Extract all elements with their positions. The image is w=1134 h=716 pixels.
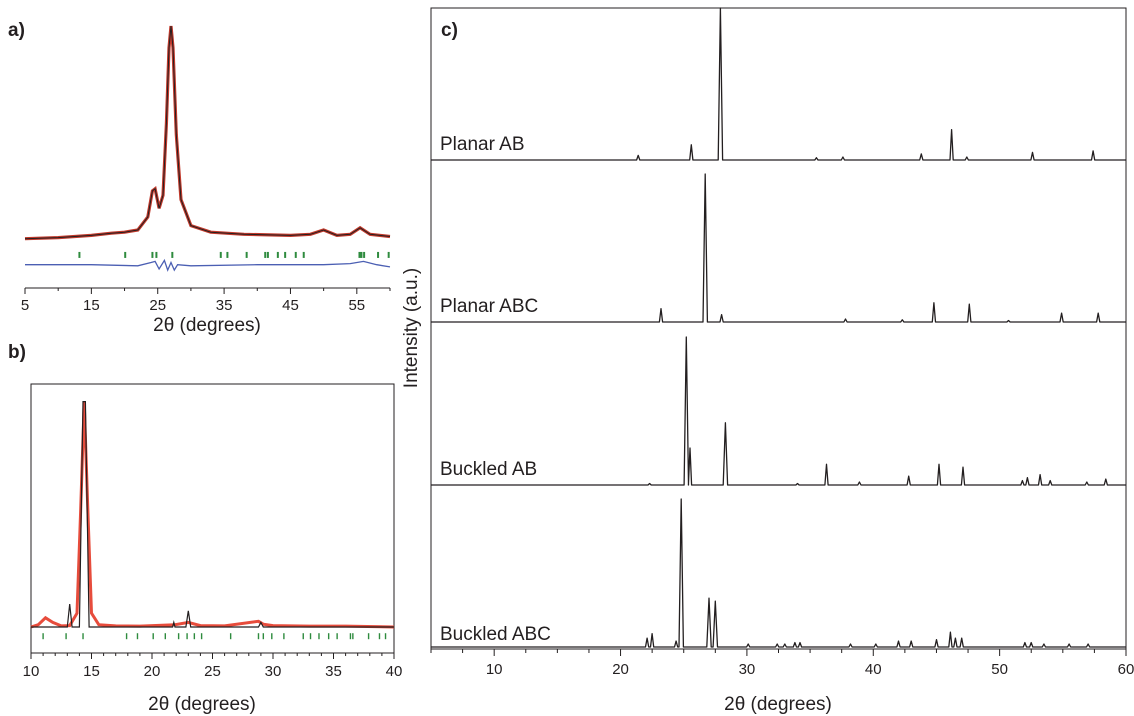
panel-c-tick-label: 50: [991, 661, 1008, 678]
panel-c-tick-label: 20: [612, 661, 629, 678]
panel-a-series: [24, 25, 391, 272]
panel-a-letter: a): [8, 20, 25, 41]
panel-c-y-axis-title: Intensity (a.u.): [401, 268, 422, 388]
panel-b-reflection-ticks: [42, 633, 387, 640]
panel-a-x-axis-title: 2θ (degrees): [153, 315, 261, 336]
panel-c-trace-4: [431, 498, 1126, 648]
panel-c-frame: [430, 7, 1127, 650]
panel-c-trace-label-1: Planar AB: [440, 134, 525, 155]
panel-a-reflection-ticks: [78, 251, 390, 258]
panel-c-tick-label: 40: [865, 661, 882, 678]
panel-c-x-axis: 10 20 30 40 50 60: [430, 649, 1134, 678]
panel-b: b) 10 15 20 25 30 35 40 2θ (degrees): [8, 342, 402, 715]
panel-b-tick-label: 40: [386, 663, 403, 680]
panel-a-tick-label: 25: [149, 297, 166, 314]
panel-c-letter: c): [441, 20, 458, 41]
panel-b-calculated-curve: [31, 401, 394, 628]
panel-a: a) 5 15 25 35 45 55 2θ (degrees): [8, 20, 391, 336]
panel-b-tick-label: 10: [23, 663, 40, 680]
panel-c-trace-3: [431, 336, 1126, 486]
panel-c-tick-label: 30: [739, 661, 756, 678]
panel-c-tick-label: 10: [486, 661, 503, 678]
panel-a-tick-label: 55: [348, 297, 365, 314]
panel-c-x-axis-title: 2θ (degrees): [724, 694, 832, 715]
panel-a-tick-label: 15: [83, 297, 100, 314]
panel-c-trace-label-4: Buckled ABC: [440, 624, 551, 645]
panel-b-observed-curve: [30, 401, 395, 629]
panel-a-calculated-curve: [24, 25, 391, 240]
panel-a-observed-curve: [24, 25, 391, 241]
panel-a-tick-label: 35: [216, 297, 233, 314]
panel-a-difference-curve: [25, 258, 391, 272]
panel-b-tick-label: 35: [325, 663, 342, 680]
panel-c-tick-label: 60: [1118, 661, 1134, 678]
panel-c-trace-label-2: Planar ABC: [440, 296, 538, 317]
panel-a-tick-label: 5: [21, 297, 29, 314]
panel-c: c) Planar AB Planar ABC Buckled AB Buckled …: [401, 7, 1134, 715]
panel-a-x-axis: 5 15 25 35 45 55: [21, 287, 391, 314]
panel-c-trace-label-3: Buckled AB: [440, 459, 537, 480]
panel-c-trace-2: [431, 173, 1126, 323]
panel-b-series: [30, 401, 395, 629]
panel-a-tick-label: 45: [282, 297, 299, 314]
panel-c-series: Planar AB Planar ABC Buckled AB Buckled ABC: [431, 7, 1126, 648]
panel-b-tick-label: 25: [204, 663, 221, 680]
panel-b-letter: b): [8, 342, 26, 363]
panel-b-tick-label: 15: [83, 663, 100, 680]
panel-b-x-axis-title: 2θ (degrees): [148, 694, 256, 715]
panel-b-tick-label: 20: [144, 663, 161, 680]
panel-b-x-axis: 10 15 20 25 30 35 40: [23, 653, 403, 680]
panel-b-tick-label: 30: [265, 663, 282, 680]
panel-c-trace-1: [431, 7, 1126, 161]
